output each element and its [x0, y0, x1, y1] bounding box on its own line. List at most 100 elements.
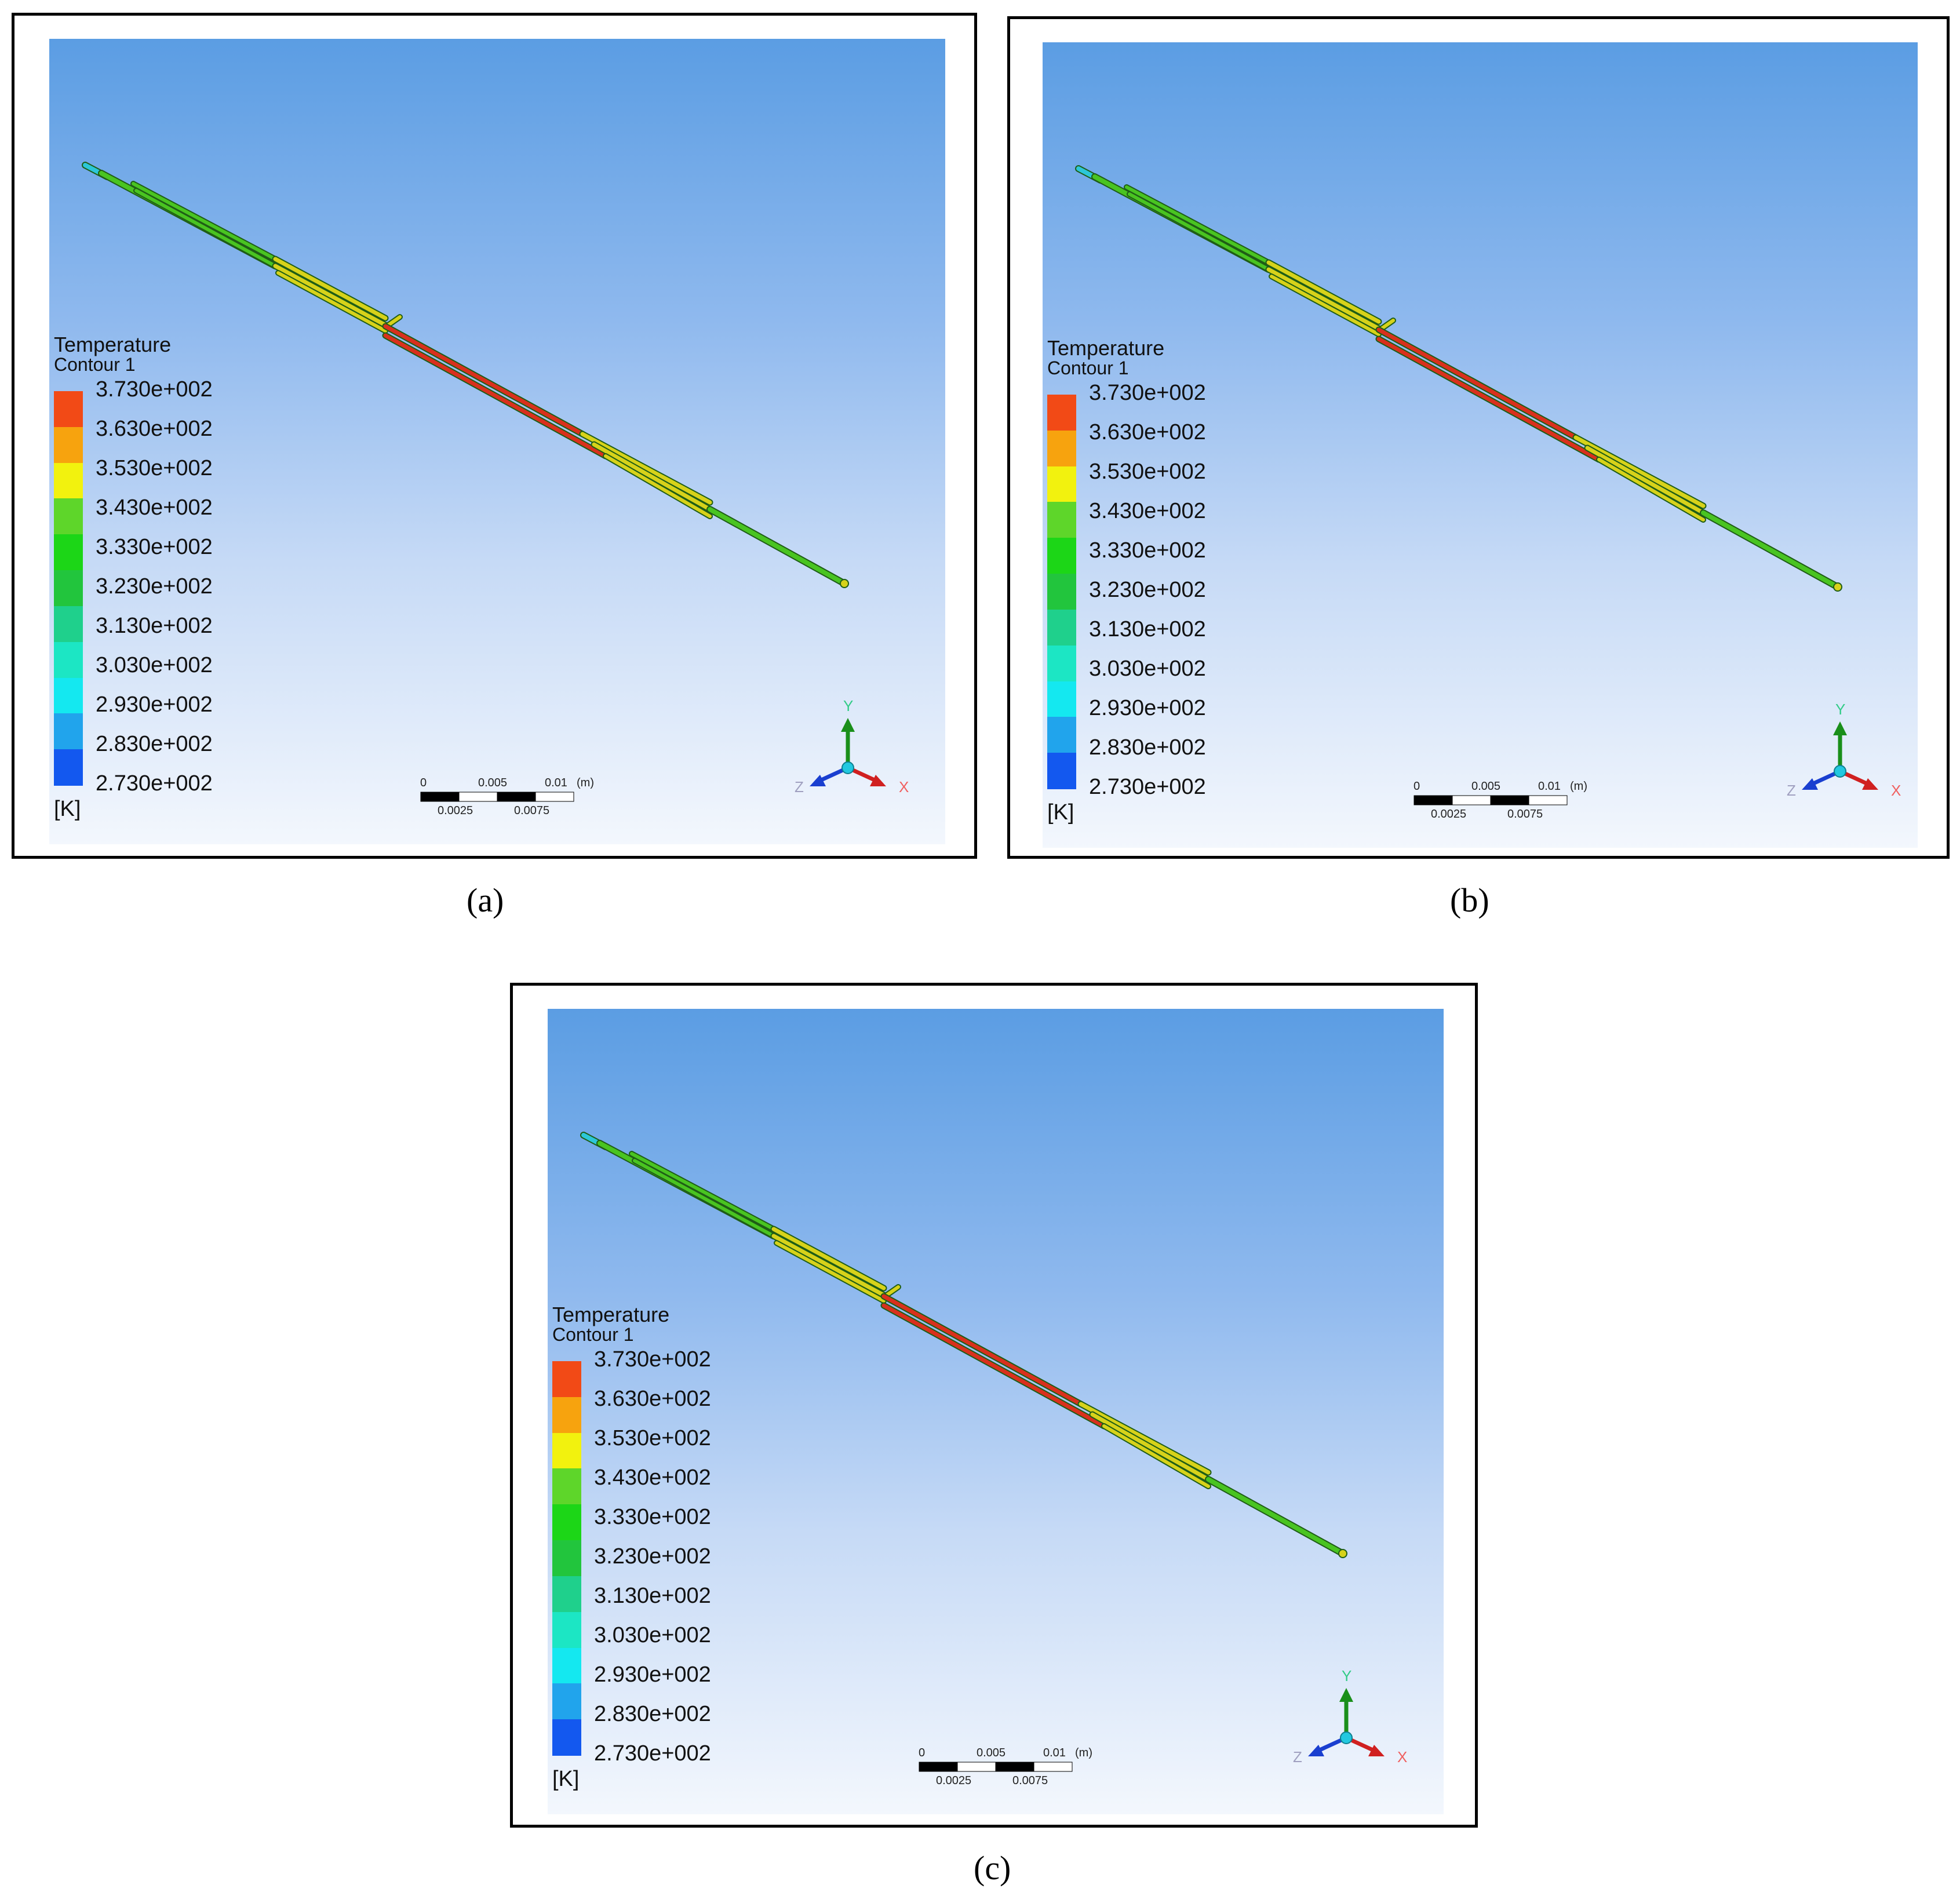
y-axis-arrowhead	[1339, 1688, 1353, 1702]
scale-bar-label: 0	[919, 1746, 926, 1759]
legend-unit: [K]	[1047, 800, 1074, 825]
hot-tube-b	[383, 333, 608, 458]
hot-tube-a	[383, 324, 585, 436]
scale-bar-segment	[1528, 795, 1568, 805]
legend-value-label: 3.630e+002	[594, 1387, 711, 1411]
x-axis-label: X	[899, 778, 909, 796]
legend-swatch	[1047, 395, 1076, 431]
legend-value-label: 2.730e+002	[1089, 775, 1206, 799]
scale-bar-graphic	[420, 792, 574, 802]
heated-tube-upper-a	[273, 257, 388, 320]
legend-value-label: 3.530e+002	[1089, 460, 1206, 484]
legend-value-label: 3.130e+002	[1089, 617, 1206, 641]
heated-tube-upper-c	[1270, 275, 1380, 336]
legend-value-label: 3.630e+002	[96, 417, 213, 441]
panel-c-frame: Temperature Contour 1 [K] 3.730e+002 3.63…	[510, 983, 1478, 1828]
hot-tube-b	[1376, 337, 1601, 462]
legend-value-label: 2.830e+002	[1089, 735, 1206, 760]
pipe-geometry	[82, 162, 849, 588]
legend-value-label: 3.330e+002	[96, 535, 213, 559]
legend-subtitle: Contour 1	[54, 354, 136, 375]
legend-value-label: 3.730e+002	[594, 1347, 711, 1372]
legend-value-label: 3.230e+002	[96, 574, 213, 599]
legend-swatch	[552, 1432, 581, 1470]
scale-bar-label: 0	[420, 776, 427, 789]
z-axis-label: Z	[795, 778, 804, 796]
scale-bar-label: 0.0075	[514, 804, 550, 817]
legend-value-label: 3.230e+002	[1089, 578, 1206, 602]
scale-bar-label: 0.0075	[1507, 808, 1543, 821]
pipe-geometry	[580, 1132, 1347, 1558]
z-axis-label: Z	[1293, 1748, 1302, 1766]
legend-value-label: 2.930e+002	[96, 692, 213, 717]
cfd-viewport: Temperature Contour 1 [K] 3.730e+002 3.63…	[548, 1009, 1444, 1814]
heated-tube-lower-b	[592, 442, 712, 512]
legend-swatch	[54, 426, 83, 464]
cfd-viewport: Temperature Contour 1 [K] 3.730e+002 3.63…	[1043, 42, 1918, 848]
scale-bar-label: (m)	[577, 776, 594, 789]
legend-value-label: 3.630e+002	[1089, 420, 1206, 444]
scale-bar-label: (m)	[1075, 1746, 1092, 1759]
legend-value-label: 3.030e+002	[96, 653, 213, 677]
scale-bar-segment	[535, 792, 574, 802]
legend-swatch	[54, 713, 83, 750]
legend-value-label: 3.430e+002	[96, 495, 213, 520]
scale-bar-label: 0.005	[1471, 780, 1501, 793]
legend-swatch	[1047, 466, 1076, 503]
heated-tube-upper-a	[1266, 260, 1381, 324]
legend-swatch	[552, 1576, 581, 1613]
scale-bar-segment	[420, 792, 460, 802]
outlet-cap	[840, 579, 849, 588]
legend-value-label: 3.230e+002	[594, 1544, 711, 1569]
legend-subtitle: Contour 1	[552, 1324, 634, 1345]
legend-swatch	[54, 677, 83, 714]
legend-swatch	[552, 1361, 581, 1398]
legend-swatch	[552, 1468, 581, 1505]
heated-tube-upper-b	[273, 264, 388, 327]
legend-value-label: 3.530e+002	[96, 456, 213, 480]
legend-value-label: 3.130e+002	[96, 614, 213, 638]
panel-caption-b: (b)	[1450, 881, 1489, 919]
heated-tube-lower-c	[1102, 1424, 1210, 1488]
inner-tube-upper-2	[1128, 192, 1270, 271]
legend-value-label: 3.730e+002	[1089, 381, 1206, 405]
legend-value-label: 3.330e+002	[594, 1505, 711, 1529]
legend-value-label: 2.930e+002	[594, 1662, 711, 1687]
outlet-cap	[1833, 582, 1842, 592]
legend-title: Temperature	[552, 1303, 670, 1326]
axis-triad-graphic	[1802, 721, 1878, 790]
legend-swatch	[1047, 538, 1076, 575]
y-axis-label: Y	[843, 697, 854, 714]
heated-tube-lower-a	[1079, 1402, 1211, 1475]
hot-tube-a	[1376, 327, 1578, 440]
side-nozzle	[885, 1285, 900, 1297]
scale-bar-label: 0.0075	[1012, 1774, 1048, 1787]
heated-tube-upper-a	[771, 1227, 886, 1290]
inner-tube-upper	[1125, 185, 1270, 264]
legend-swatch	[552, 1504, 581, 1541]
scale-bar-label: (m)	[1570, 780, 1587, 793]
heated-tube-lower-a	[580, 432, 712, 505]
legend-swatch	[1047, 753, 1076, 789]
legend-swatch	[54, 749, 83, 786]
scale-bar-label: 0	[1413, 780, 1420, 793]
y-axis-label: Y	[1342, 1667, 1352, 1684]
legend-value-label: 3.030e+002	[1089, 657, 1206, 681]
side-nozzle	[1380, 319, 1395, 330]
legend-swatch	[54, 641, 83, 679]
panel-b-frame: Temperature Contour 1 [K] 3.730e+002 3.63…	[1007, 16, 1950, 859]
heated-tube-upper-b	[771, 1234, 886, 1297]
axis-triad-graphic	[810, 718, 886, 786]
side-nozzle	[387, 315, 402, 327]
legend-value-label: 2.930e+002	[1089, 696, 1206, 720]
legend-value-label: 3.430e+002	[594, 1465, 711, 1490]
scale-bar-segment	[497, 792, 536, 802]
legend-value-label: 2.730e+002	[96, 771, 213, 796]
scale-bar-label: 0.01	[545, 776, 567, 789]
y-axis-arrowhead	[841, 718, 855, 732]
y-axis-arrowhead	[1833, 721, 1847, 735]
legend-swatch	[552, 1719, 581, 1756]
triad-origin	[1340, 1731, 1353, 1744]
pipe-geometry	[1075, 165, 1842, 592]
heated-tube-lower-c	[1597, 458, 1705, 522]
